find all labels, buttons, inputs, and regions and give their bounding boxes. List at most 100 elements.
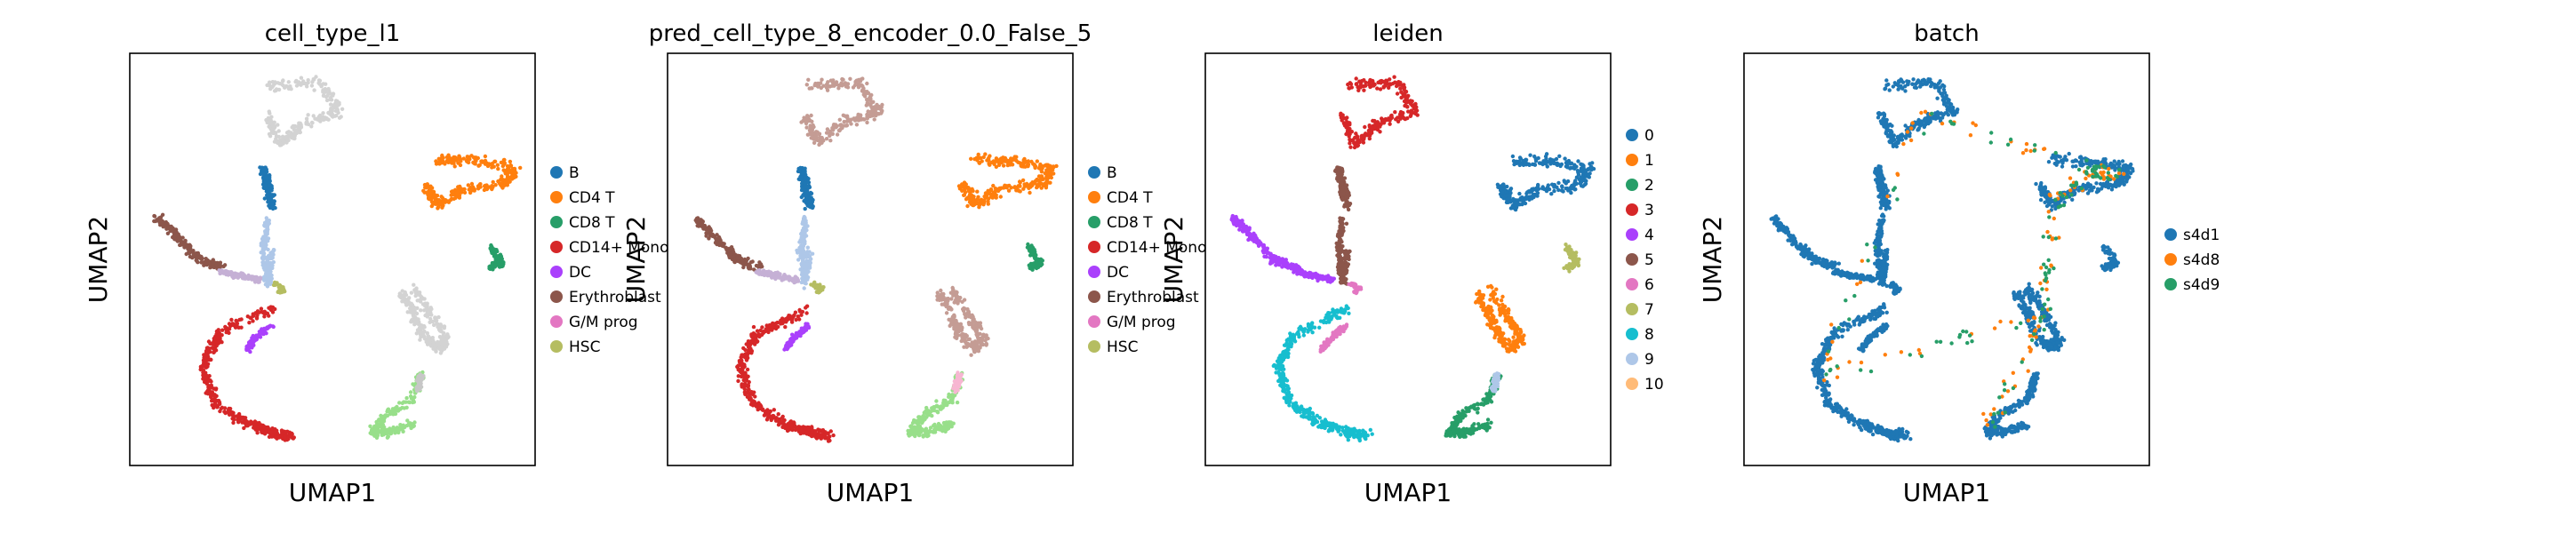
point bbox=[753, 333, 756, 337]
point bbox=[331, 107, 334, 110]
point bbox=[977, 203, 980, 206]
point bbox=[277, 88, 281, 91]
point bbox=[838, 118, 842, 122]
point bbox=[745, 263, 748, 266]
point bbox=[976, 325, 980, 329]
point bbox=[823, 433, 827, 436]
point bbox=[275, 281, 278, 284]
point bbox=[234, 319, 237, 322]
point bbox=[396, 431, 400, 434]
point bbox=[835, 80, 838, 84]
point bbox=[188, 243, 191, 247]
point bbox=[867, 91, 870, 95]
point bbox=[218, 402, 221, 406]
point bbox=[980, 327, 983, 330]
point bbox=[741, 266, 745, 269]
point bbox=[800, 240, 804, 243]
point bbox=[765, 418, 769, 421]
point bbox=[839, 82, 843, 85]
point bbox=[1033, 253, 1036, 257]
point bbox=[708, 228, 712, 232]
point bbox=[807, 255, 811, 259]
point bbox=[191, 255, 195, 259]
point bbox=[201, 363, 204, 367]
point bbox=[204, 376, 207, 379]
point bbox=[331, 93, 334, 97]
point bbox=[212, 337, 216, 340]
point bbox=[443, 324, 446, 328]
point bbox=[1038, 178, 1042, 181]
point bbox=[199, 255, 203, 259]
point bbox=[220, 268, 223, 272]
point bbox=[376, 430, 380, 434]
point bbox=[412, 396, 415, 400]
point bbox=[820, 137, 823, 140]
point bbox=[455, 158, 459, 162]
point bbox=[787, 340, 790, 344]
point bbox=[761, 408, 764, 411]
point bbox=[918, 425, 922, 428]
point bbox=[265, 426, 268, 429]
point bbox=[803, 167, 806, 171]
point bbox=[183, 239, 187, 243]
point bbox=[748, 396, 752, 400]
point bbox=[806, 246, 810, 250]
point bbox=[969, 157, 972, 161]
point bbox=[263, 183, 267, 187]
point bbox=[820, 78, 823, 82]
point bbox=[263, 277, 267, 281]
point bbox=[980, 343, 984, 346]
point bbox=[972, 327, 975, 330]
point bbox=[740, 354, 744, 357]
point bbox=[803, 235, 806, 238]
point bbox=[878, 107, 882, 110]
point bbox=[270, 266, 274, 270]
point bbox=[859, 114, 862, 117]
point bbox=[288, 434, 292, 437]
point bbox=[428, 185, 432, 188]
point bbox=[211, 265, 214, 268]
point bbox=[978, 332, 981, 336]
point bbox=[950, 317, 954, 321]
point bbox=[387, 434, 390, 438]
point bbox=[303, 82, 307, 85]
point bbox=[443, 342, 446, 346]
point bbox=[400, 299, 404, 303]
point bbox=[810, 136, 813, 139]
point bbox=[265, 216, 268, 219]
point bbox=[945, 420, 948, 424]
point bbox=[468, 187, 471, 191]
point bbox=[427, 307, 430, 311]
point bbox=[223, 410, 227, 414]
point bbox=[266, 248, 269, 251]
point bbox=[218, 410, 221, 413]
point bbox=[267, 256, 270, 259]
point bbox=[432, 323, 436, 327]
legend-marker bbox=[550, 166, 563, 179]
point bbox=[492, 180, 495, 184]
point bbox=[827, 84, 830, 87]
point bbox=[405, 298, 409, 301]
point bbox=[261, 257, 265, 260]
point bbox=[439, 351, 443, 354]
legend-marker bbox=[1088, 290, 1100, 303]
point bbox=[983, 152, 987, 155]
point bbox=[932, 423, 936, 426]
point bbox=[380, 418, 383, 422]
point bbox=[265, 84, 268, 87]
point bbox=[267, 325, 270, 329]
point bbox=[430, 204, 434, 208]
legend-label: B bbox=[569, 164, 580, 182]
point bbox=[977, 153, 980, 156]
point bbox=[764, 330, 767, 333]
point bbox=[509, 164, 513, 168]
point bbox=[926, 434, 930, 437]
point bbox=[292, 128, 296, 131]
point bbox=[868, 115, 872, 118]
point bbox=[228, 407, 232, 410]
point bbox=[494, 263, 498, 266]
legend-marker bbox=[1088, 266, 1100, 278]
point bbox=[985, 193, 988, 196]
point bbox=[780, 426, 784, 429]
